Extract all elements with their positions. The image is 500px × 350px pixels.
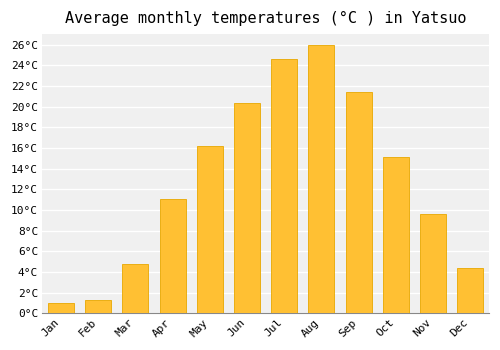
Bar	[196, 146, 223, 313]
Bar	[271, 59, 297, 313]
Bar	[234, 104, 260, 313]
Bar	[346, 92, 372, 313]
Bar	[308, 44, 334, 313]
Title: Average monthly temperatures (°C ) in Yatsuo: Average monthly temperatures (°C ) in Ya…	[65, 11, 466, 26]
Bar	[420, 214, 446, 313]
Bar	[85, 300, 111, 313]
Bar	[48, 303, 74, 313]
Bar	[160, 198, 186, 313]
Bar	[122, 264, 148, 313]
Bar	[458, 268, 483, 313]
Bar	[383, 157, 409, 313]
